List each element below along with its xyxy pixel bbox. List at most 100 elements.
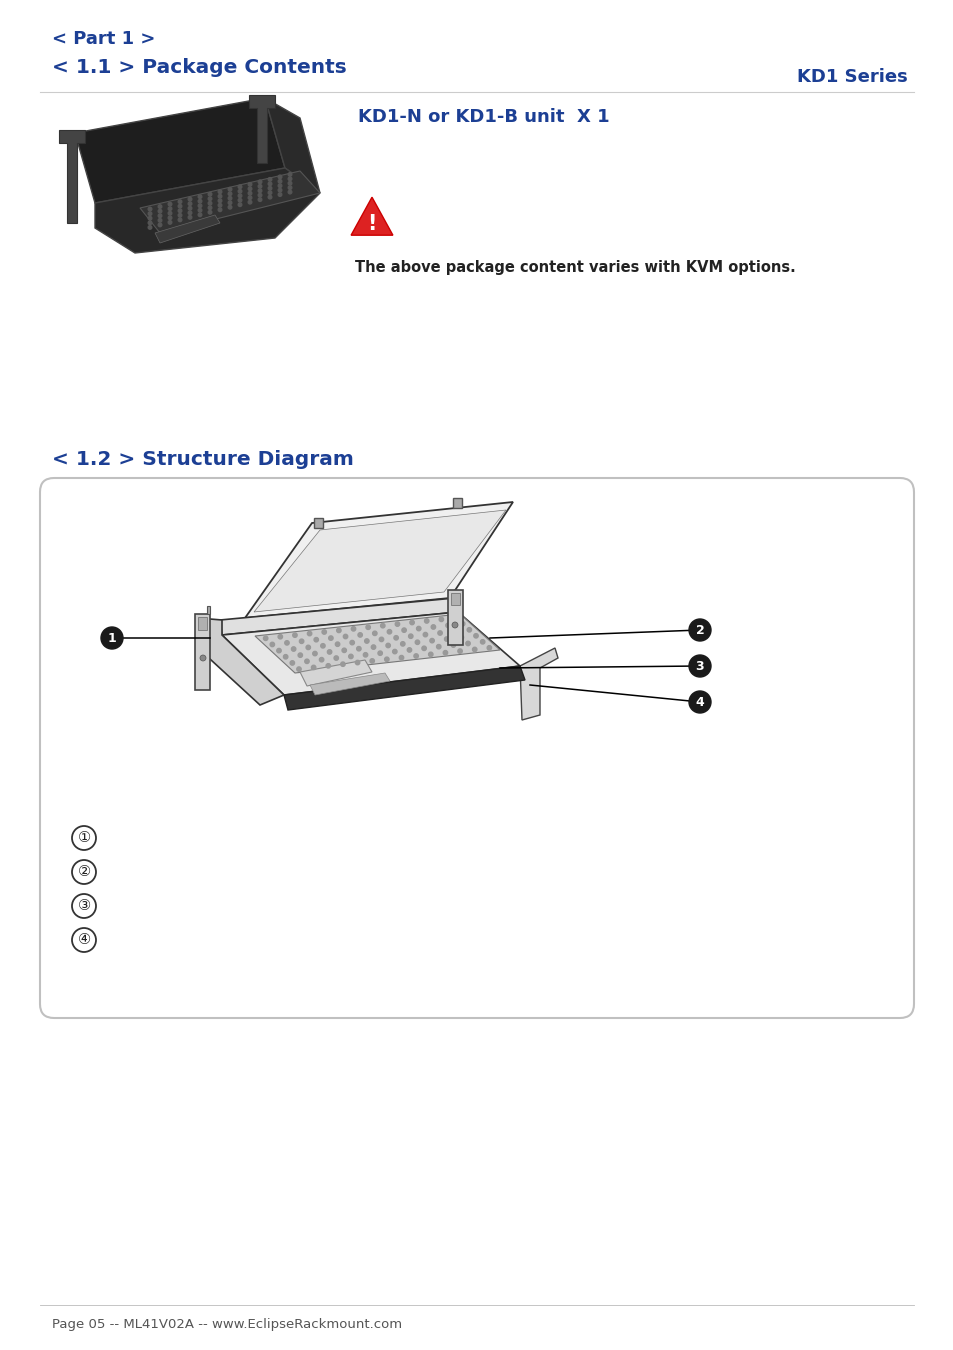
Circle shape xyxy=(278,184,281,188)
Circle shape xyxy=(329,636,333,640)
Circle shape xyxy=(268,182,272,185)
Text: !: ! xyxy=(367,215,376,234)
Circle shape xyxy=(319,657,323,661)
Text: < Part 1 >: < Part 1 > xyxy=(52,30,155,49)
Circle shape xyxy=(350,640,354,645)
Circle shape xyxy=(198,204,202,208)
Circle shape xyxy=(278,189,281,192)
Circle shape xyxy=(355,660,359,664)
Circle shape xyxy=(384,657,389,661)
Circle shape xyxy=(407,648,412,652)
Circle shape xyxy=(421,647,426,651)
Circle shape xyxy=(188,211,192,215)
Polygon shape xyxy=(284,666,524,710)
Circle shape xyxy=(452,622,457,628)
Circle shape xyxy=(443,651,447,655)
Circle shape xyxy=(370,659,374,663)
Circle shape xyxy=(268,190,272,194)
Circle shape xyxy=(288,190,292,194)
Polygon shape xyxy=(194,614,210,690)
Circle shape xyxy=(487,645,491,649)
Polygon shape xyxy=(314,518,323,528)
Circle shape xyxy=(268,186,272,190)
Circle shape xyxy=(238,198,241,202)
Circle shape xyxy=(408,634,413,639)
Circle shape xyxy=(148,216,152,220)
Polygon shape xyxy=(245,502,513,618)
Circle shape xyxy=(349,655,353,659)
Text: 1: 1 xyxy=(108,632,116,644)
Circle shape xyxy=(238,189,241,193)
Circle shape xyxy=(431,625,436,629)
Circle shape xyxy=(386,644,390,648)
Circle shape xyxy=(291,647,295,651)
Circle shape xyxy=(278,176,281,178)
Circle shape xyxy=(377,651,382,655)
Circle shape xyxy=(336,628,341,633)
Circle shape xyxy=(451,643,456,647)
Circle shape xyxy=(238,194,241,197)
Circle shape xyxy=(258,180,261,184)
Circle shape xyxy=(457,649,462,653)
Circle shape xyxy=(200,655,206,662)
Circle shape xyxy=(198,194,202,198)
Circle shape xyxy=(158,223,162,227)
Polygon shape xyxy=(95,167,319,252)
Circle shape xyxy=(363,652,367,657)
Circle shape xyxy=(178,213,182,217)
Polygon shape xyxy=(198,617,207,630)
Circle shape xyxy=(188,216,192,219)
Circle shape xyxy=(268,196,272,198)
Circle shape xyxy=(248,188,252,190)
Circle shape xyxy=(364,639,369,643)
Circle shape xyxy=(296,667,301,671)
Polygon shape xyxy=(519,648,558,720)
Circle shape xyxy=(356,647,360,651)
Polygon shape xyxy=(75,99,285,202)
Circle shape xyxy=(198,213,202,216)
Circle shape xyxy=(474,633,477,639)
Circle shape xyxy=(314,637,318,641)
Polygon shape xyxy=(453,498,461,508)
Circle shape xyxy=(327,649,332,655)
Circle shape xyxy=(423,632,427,637)
Circle shape xyxy=(306,645,310,649)
Text: ①: ① xyxy=(77,830,91,845)
Circle shape xyxy=(387,629,392,634)
Text: 3: 3 xyxy=(695,660,703,672)
Polygon shape xyxy=(265,99,319,193)
Circle shape xyxy=(288,177,292,181)
Circle shape xyxy=(428,652,433,656)
Circle shape xyxy=(208,211,212,215)
Text: < 1.2 > Structure Diagram: < 1.2 > Structure Diagram xyxy=(52,450,354,468)
Polygon shape xyxy=(299,660,372,686)
Circle shape xyxy=(293,633,296,637)
Polygon shape xyxy=(198,618,284,705)
Circle shape xyxy=(71,860,96,884)
Circle shape xyxy=(379,637,383,641)
Circle shape xyxy=(208,201,212,205)
Circle shape xyxy=(71,927,96,952)
Circle shape xyxy=(380,624,385,628)
Circle shape xyxy=(248,182,252,186)
Circle shape xyxy=(445,624,450,628)
Circle shape xyxy=(299,639,303,644)
Polygon shape xyxy=(448,590,462,645)
Polygon shape xyxy=(451,593,459,605)
Circle shape xyxy=(357,633,362,637)
Circle shape xyxy=(148,225,152,230)
Circle shape xyxy=(218,198,221,202)
Circle shape xyxy=(238,202,241,207)
Circle shape xyxy=(326,664,330,668)
Text: The above package content varies with KVM options.: The above package content varies with KV… xyxy=(355,261,795,275)
Circle shape xyxy=(258,193,261,197)
Circle shape xyxy=(218,194,221,198)
Circle shape xyxy=(258,198,261,201)
Circle shape xyxy=(393,649,396,653)
Circle shape xyxy=(218,204,221,207)
Circle shape xyxy=(238,185,241,189)
Circle shape xyxy=(248,200,252,204)
Circle shape xyxy=(399,656,403,660)
Text: 2: 2 xyxy=(695,624,703,636)
Circle shape xyxy=(465,641,470,645)
